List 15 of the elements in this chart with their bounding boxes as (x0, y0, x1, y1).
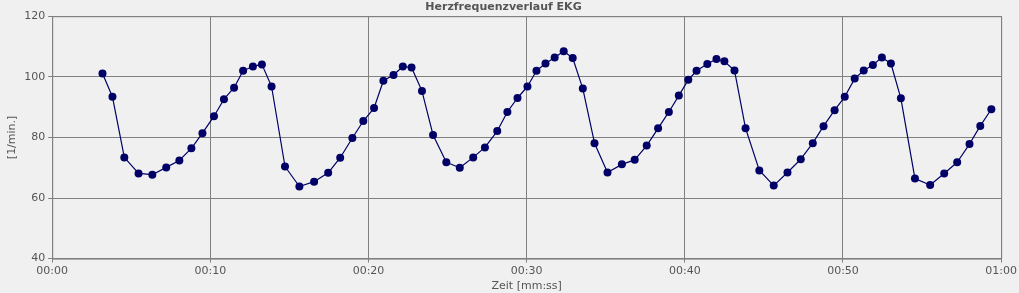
x-tick-label: 00:40 (668, 264, 701, 278)
y-tick-label: 40 (31, 251, 46, 265)
y-tick-label: 60 (31, 190, 46, 204)
chart-title: Herzfrequenzverlauf EKG (425, 0, 582, 14)
x-tick-label: 00:10 (194, 264, 227, 278)
y-axis-title: [1/min.] (5, 115, 19, 160)
y-tick-label: 120 (24, 9, 46, 23)
x-tick-label: 00:00 (36, 264, 69, 278)
x-tick-label: 00:30 (510, 264, 543, 278)
y-tick-label: 80 (31, 130, 46, 144)
x-tick-label: 00:20 (352, 264, 385, 278)
y-tick-label: 100 (24, 69, 46, 83)
x-axis-title: Zeit [mm:ss] (491, 279, 562, 293)
x-tick-label: 01:00 (985, 264, 1017, 278)
x-tick-label: 00:50 (827, 264, 859, 278)
